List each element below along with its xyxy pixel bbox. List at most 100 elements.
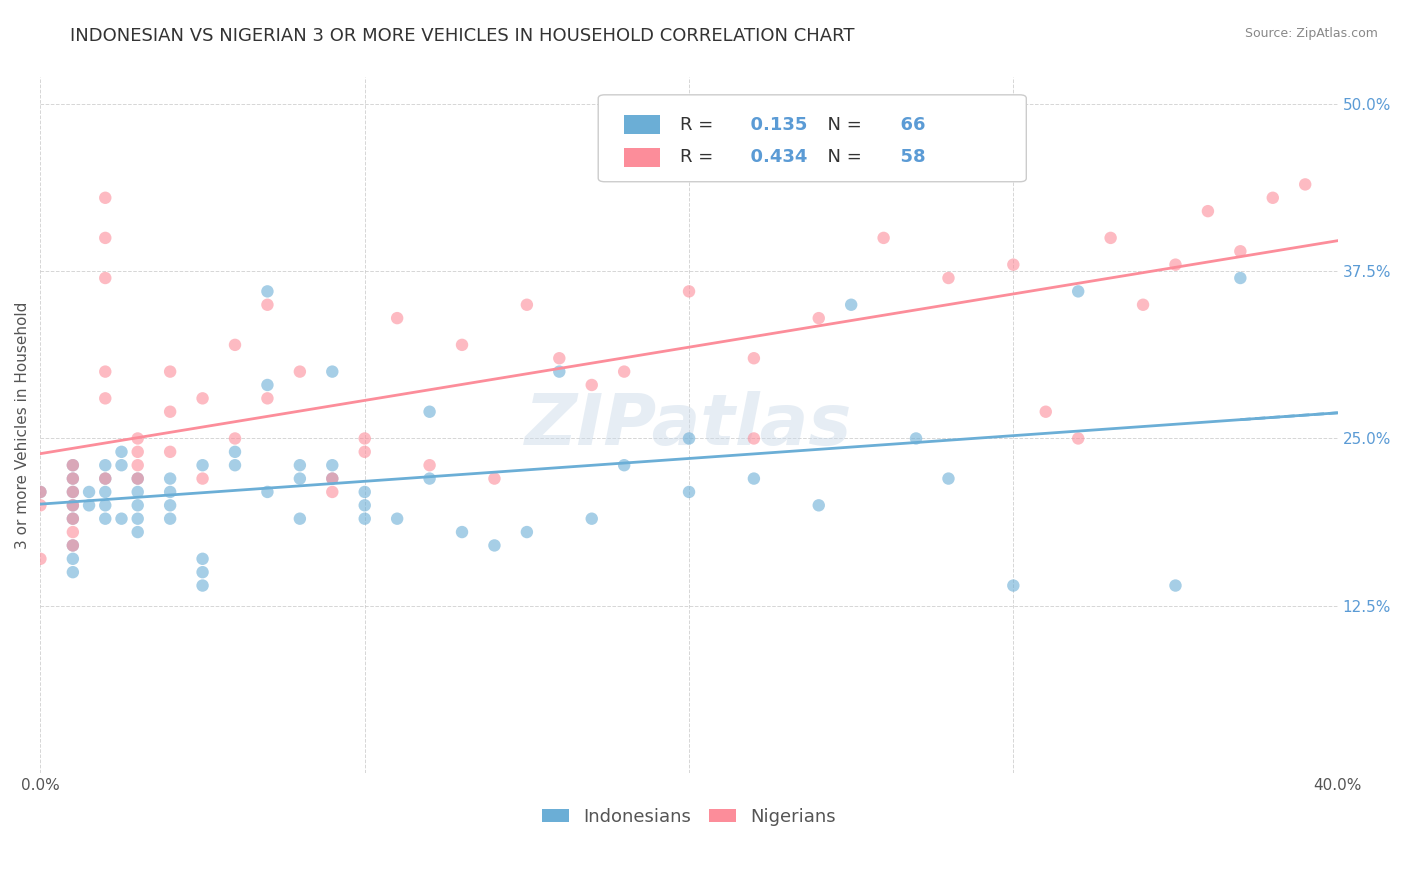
- Point: [256, 485, 278, 500]
- Point: [1197, 204, 1219, 219]
- Point: [256, 285, 278, 299]
- Point: [62, 538, 84, 552]
- Point: [159, 499, 181, 513]
- Point: [94, 485, 117, 500]
- Point: [62, 511, 84, 525]
- Point: [1132, 298, 1154, 312]
- Point: [419, 458, 441, 473]
- Point: [1294, 178, 1316, 192]
- Point: [321, 485, 343, 500]
- Point: [288, 458, 311, 473]
- Point: [94, 191, 117, 205]
- Point: [62, 524, 84, 539]
- Point: [353, 432, 375, 446]
- Point: [451, 338, 474, 352]
- Point: [288, 511, 311, 525]
- Point: [1002, 578, 1025, 592]
- Point: [385, 511, 408, 525]
- Point: [159, 445, 181, 459]
- Point: [1164, 578, 1187, 592]
- Point: [1164, 258, 1187, 272]
- Point: [484, 472, 506, 486]
- Point: [191, 392, 214, 406]
- Point: [94, 458, 117, 473]
- Text: R =: R =: [681, 116, 718, 134]
- Text: 0.434: 0.434: [738, 148, 807, 167]
- Text: 58: 58: [887, 148, 925, 167]
- Point: [516, 298, 538, 312]
- Point: [62, 551, 84, 566]
- Point: [62, 458, 84, 473]
- Point: [1002, 258, 1025, 272]
- Point: [94, 392, 117, 406]
- Point: [94, 499, 117, 513]
- Point: [159, 472, 181, 486]
- Point: [62, 538, 84, 552]
- Point: [1035, 405, 1057, 419]
- Point: [30, 551, 52, 566]
- Point: [127, 472, 149, 486]
- Point: [256, 378, 278, 392]
- Y-axis label: 3 or more Vehicles in Household: 3 or more Vehicles in Household: [15, 301, 30, 549]
- Point: [127, 432, 149, 446]
- Point: [94, 365, 117, 379]
- FancyBboxPatch shape: [624, 148, 661, 167]
- Text: Source: ZipAtlas.com: Source: ZipAtlas.com: [1244, 27, 1378, 40]
- Point: [742, 351, 765, 366]
- Point: [1067, 432, 1090, 446]
- Point: [419, 472, 441, 486]
- Point: [1229, 271, 1251, 285]
- Point: [484, 538, 506, 552]
- Point: [742, 432, 765, 446]
- Point: [62, 499, 84, 513]
- Point: [419, 405, 441, 419]
- Point: [872, 231, 894, 245]
- Point: [938, 472, 960, 486]
- Point: [224, 338, 246, 352]
- Point: [288, 472, 311, 486]
- Point: [62, 565, 84, 579]
- Point: [451, 524, 474, 539]
- Point: [110, 445, 132, 459]
- Point: [1229, 244, 1251, 259]
- Point: [94, 271, 117, 285]
- Point: [94, 472, 117, 486]
- Point: [353, 499, 375, 513]
- Point: [1099, 231, 1122, 245]
- Point: [353, 485, 375, 500]
- Point: [30, 499, 52, 513]
- Point: [94, 231, 117, 245]
- Point: [159, 365, 181, 379]
- Point: [110, 458, 132, 473]
- Legend: Indonesians, Nigerians: Indonesians, Nigerians: [534, 801, 844, 833]
- Point: [678, 285, 700, 299]
- Point: [678, 485, 700, 500]
- Point: [256, 392, 278, 406]
- Point: [77, 499, 100, 513]
- Text: R =: R =: [681, 148, 718, 167]
- Point: [321, 472, 343, 486]
- Point: [30, 485, 52, 500]
- Point: [742, 472, 765, 486]
- Point: [191, 565, 214, 579]
- Point: [288, 365, 311, 379]
- Point: [938, 271, 960, 285]
- Point: [321, 472, 343, 486]
- Point: [613, 365, 636, 379]
- Point: [613, 458, 636, 473]
- Point: [516, 524, 538, 539]
- Point: [30, 485, 52, 500]
- Point: [807, 311, 830, 326]
- Point: [62, 511, 84, 525]
- Point: [127, 499, 149, 513]
- Point: [224, 432, 246, 446]
- Point: [1261, 191, 1284, 205]
- Point: [548, 351, 571, 366]
- Point: [256, 298, 278, 312]
- Text: 0.135: 0.135: [738, 116, 807, 134]
- Point: [77, 485, 100, 500]
- Point: [581, 511, 603, 525]
- Point: [159, 405, 181, 419]
- Point: [159, 511, 181, 525]
- Point: [62, 485, 84, 500]
